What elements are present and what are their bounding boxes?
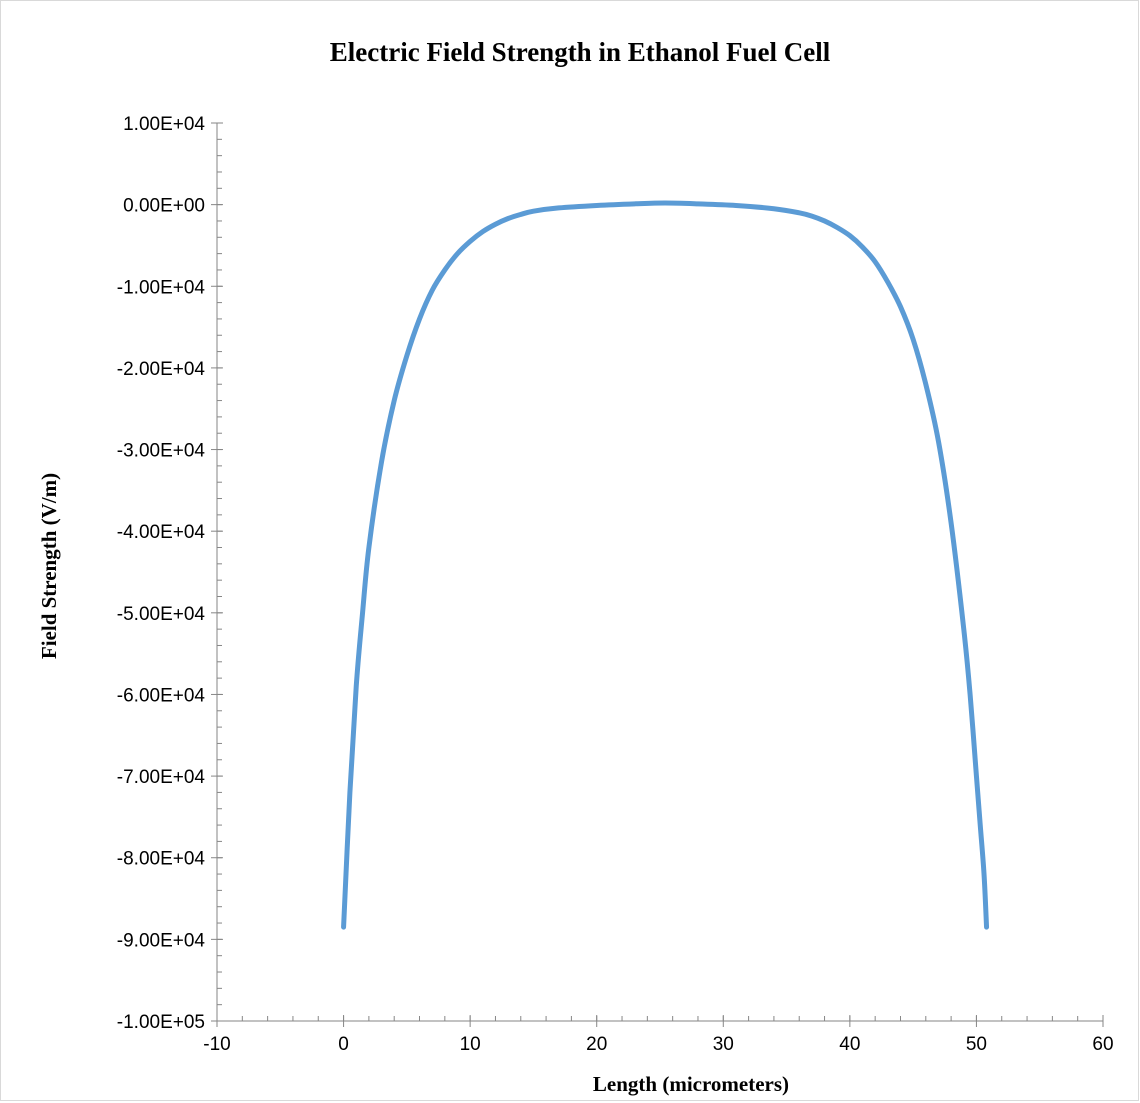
series-line <box>341 200 990 930</box>
series-layer <box>341 200 990 930</box>
y-tick-label: -8.00E+04 <box>117 849 206 870</box>
x-tick-label: 40 <box>839 1034 860 1055</box>
y-tick-label: 0.00E+00 <box>123 196 205 217</box>
y-axis-title: Field Strength (V/m) <box>37 473 61 659</box>
y-tick-label: -2.00E+04 <box>117 359 206 380</box>
x-tick-label: 0 <box>338 1034 349 1055</box>
y-tick-label: -5.00E+04 <box>117 604 206 625</box>
x-tick-label: -10 <box>203 1034 230 1055</box>
x-tick-label: 10 <box>460 1034 481 1055</box>
y-tick-label: -9.00E+04 <box>117 930 206 951</box>
y-tick-label: 1.00E+04 <box>123 114 205 135</box>
x-tick-label: 50 <box>966 1034 987 1055</box>
x-tick-label: 20 <box>586 1034 607 1055</box>
chart-title: Electric Field Strength in Ethanol Fuel … <box>330 37 831 67</box>
y-tick-label: -7.00E+04 <box>117 767 206 788</box>
x-tick-label: 60 <box>1092 1034 1113 1055</box>
y-tick-label: -4.00E+04 <box>117 522 206 543</box>
axes: 1.00E+04 0.00E+00 -1.00E+04 -2.00E+04 -3.00E… <box>117 114 1114 1055</box>
y-tick-label: -1.00E+04 <box>117 277 206 298</box>
x-axis-title: Length (micrometers) <box>593 1072 789 1096</box>
y-tick-label: -6.00E+04 <box>117 685 206 706</box>
y-tick-label: -1.00E+05 <box>117 1012 205 1033</box>
y-tick-label: -3.00E+04 <box>117 441 206 462</box>
x-tick-label: 30 <box>713 1034 734 1055</box>
